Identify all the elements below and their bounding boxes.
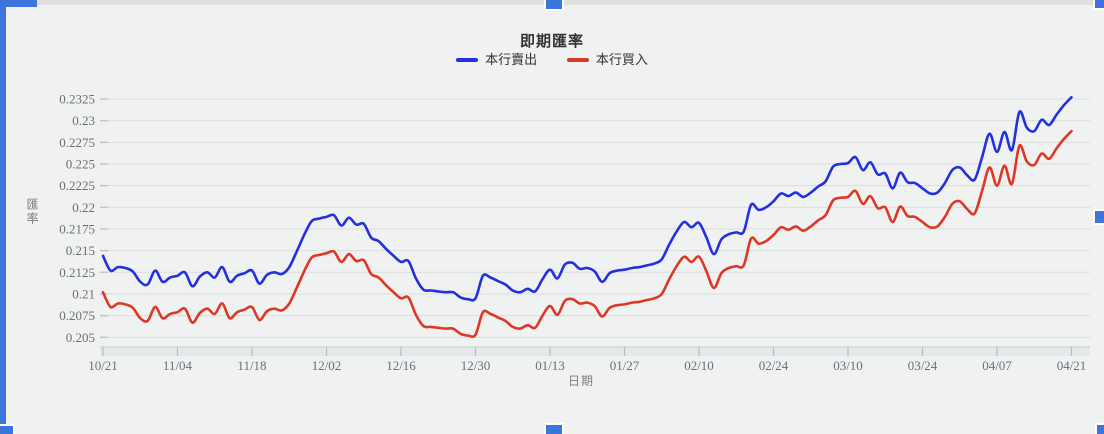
x-tick-label: 11/04 [163, 358, 193, 373]
x-tick-label: 04/21 [1057, 358, 1087, 373]
selection-handle-bottom-right[interactable] [1095, 423, 1104, 434]
x-tick-label: 12/16 [386, 358, 416, 373]
x-tick-label: 12/02 [312, 358, 342, 373]
y-tick-label: 0.2125 [59, 265, 95, 280]
sell-line-swatch-icon [456, 57, 479, 62]
legend-label-sell: 本行賣出 [485, 52, 538, 67]
selection-handle-top-right[interactable] [1093, 0, 1104, 10]
legend-item-sell[interactable]: 本行賣出 [456, 49, 537, 68]
x-tick-label: 01/13 [535, 358, 565, 373]
buy-line-swatch-icon [566, 57, 589, 62]
plot-area[interactable] [100, 88, 1090, 347]
x-tick-label: 11/18 [237, 358, 266, 373]
x-tick-label: 12/30 [461, 358, 491, 373]
y-tick-label: 0.2175 [59, 221, 95, 236]
x-axis-title: 日期 [567, 374, 594, 388]
y-tick-label: 0.22 [72, 200, 95, 215]
x-tick-label: 02/24 [759, 358, 789, 373]
x-tick-label: 04/07 [982, 358, 1012, 373]
y-tick-label: 0.21 [72, 286, 95, 301]
buy-line [101, 129, 1073, 339]
y-tick-label: 0.2325 [59, 92, 95, 107]
x-axis-band [100, 347, 1090, 356]
selection-handle-bottom[interactable] [544, 423, 564, 434]
selection-handle-top[interactable] [544, 0, 564, 11]
y-axis-title: 匯率 [25, 198, 39, 226]
y-tick-label: 0.2075 [59, 308, 95, 323]
legend-label-buy: 本行買入 [595, 52, 648, 67]
selection-handle-right[interactable] [1093, 209, 1104, 225]
x-tick-label: 03/24 [908, 358, 938, 373]
sell-line [101, 96, 1073, 302]
chart-title: 即期匯率 [519, 33, 584, 50]
legend-item-buy[interactable]: 本行買入 [566, 49, 648, 68]
y-tick-label: 0.23 [72, 113, 95, 128]
x-tick-label: 01/27 [610, 358, 640, 373]
selection-left-edge[interactable] [0, 0, 6, 434]
legend: 本行賣出 本行買入 [0, 49, 1104, 68]
x-tick-label: 02/10 [684, 358, 714, 373]
y-tick-label: 0.215 [66, 243, 95, 258]
y-tick-label: 0.205 [66, 330, 95, 345]
y-tick-label: 0.2225 [59, 178, 95, 193]
y-tick-label: 0.2275 [59, 135, 95, 150]
selection-corner-top-left[interactable] [0, 0, 37, 7]
y-tick-label: 0.225 [66, 156, 95, 171]
x-tick-label: 03/10 [833, 358, 863, 373]
selection-handle-bottom-left[interactable] [0, 424, 15, 434]
x-tick-label: 10/21 [88, 358, 118, 373]
